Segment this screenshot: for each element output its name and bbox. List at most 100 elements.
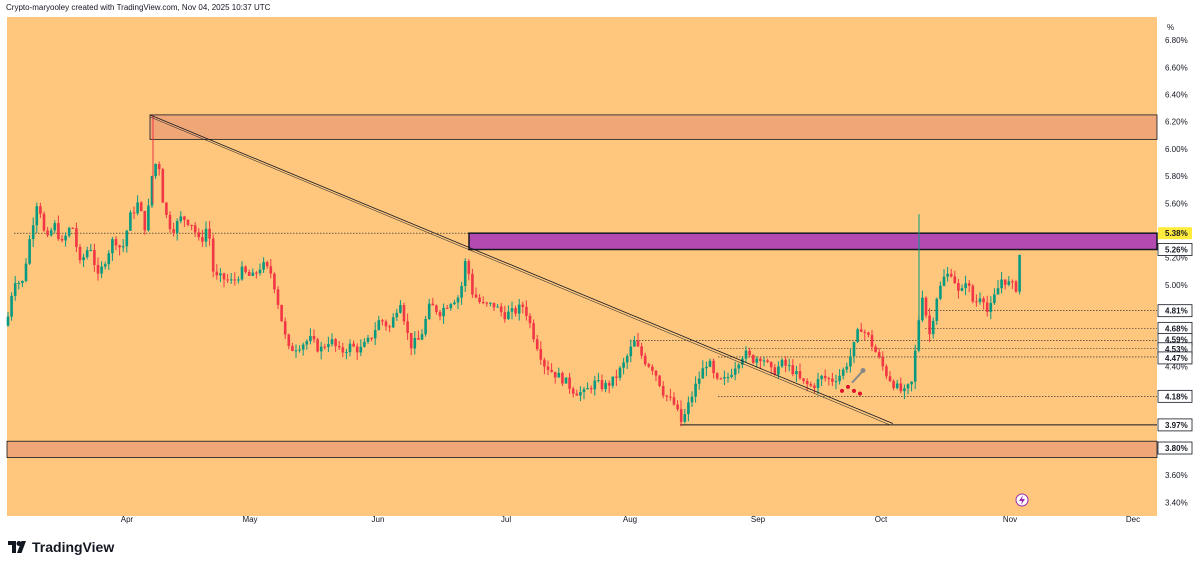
candle-body bbox=[319, 346, 323, 352]
candle bbox=[964, 275, 967, 296]
candle bbox=[255, 271, 258, 279]
candle bbox=[719, 377, 723, 380]
candle-body bbox=[467, 261, 471, 274]
candle bbox=[341, 342, 345, 358]
candle bbox=[42, 211, 46, 232]
candle-body bbox=[903, 388, 906, 392]
candle bbox=[831, 372, 834, 387]
support-zone bbox=[6, 440, 1158, 458]
candle-body bbox=[154, 163, 157, 177]
candle bbox=[89, 243, 93, 252]
candle bbox=[777, 361, 780, 379]
candle-body bbox=[625, 356, 629, 363]
candle bbox=[654, 369, 658, 382]
candle bbox=[226, 274, 229, 284]
candle-body bbox=[939, 285, 942, 299]
candle-body bbox=[474, 294, 478, 298]
candle bbox=[733, 361, 737, 381]
candle bbox=[334, 338, 337, 352]
candle bbox=[445, 304, 449, 309]
candle-body bbox=[967, 283, 971, 286]
candle-body bbox=[881, 356, 885, 367]
candle bbox=[244, 265, 247, 274]
candle bbox=[885, 364, 888, 380]
candle bbox=[640, 342, 643, 359]
candle-body bbox=[301, 344, 305, 350]
candle-body bbox=[96, 264, 100, 274]
candle bbox=[384, 319, 388, 331]
candle-body bbox=[539, 349, 543, 360]
candle bbox=[766, 358, 769, 364]
time-axis-background[interactable] bbox=[7, 516, 1200, 530]
candle-body bbox=[777, 366, 780, 375]
candle bbox=[49, 227, 53, 237]
candle-body bbox=[813, 385, 816, 388]
candle-body bbox=[337, 346, 341, 348]
candle-body bbox=[701, 368, 705, 379]
tradingview-logo[interactable]: TradingView bbox=[8, 539, 114, 555]
candle-body bbox=[237, 279, 240, 281]
candle bbox=[150, 175, 154, 208]
candle-body bbox=[78, 246, 82, 261]
candle bbox=[114, 236, 118, 251]
price-label: 4.47% bbox=[1157, 351, 1193, 365]
candle bbox=[1014, 279, 1018, 293]
candle bbox=[669, 388, 672, 401]
candle-body bbox=[183, 216, 186, 220]
candle-body bbox=[629, 346, 633, 357]
candle bbox=[118, 244, 121, 256]
candle-body bbox=[208, 228, 211, 239]
candle-body bbox=[492, 302, 496, 308]
candle bbox=[6, 312, 10, 327]
candle bbox=[337, 341, 341, 351]
candle bbox=[712, 358, 715, 379]
candle-body bbox=[647, 364, 651, 367]
candle bbox=[730, 368, 733, 379]
candle-body bbox=[730, 374, 733, 378]
candle-body bbox=[312, 335, 316, 340]
candle-body bbox=[427, 303, 431, 319]
candle bbox=[820, 374, 823, 387]
candle-body bbox=[773, 367, 777, 375]
y-tick-label: 6.20% bbox=[1165, 118, 1188, 127]
price-axis-background[interactable] bbox=[1157, 17, 1200, 516]
candle bbox=[309, 328, 312, 345]
candle bbox=[521, 301, 525, 314]
time-axis: Apr May Jun Jul Aug Sep Oct Nov Dec bbox=[121, 515, 1140, 524]
candle bbox=[219, 268, 222, 283]
candle bbox=[647, 362, 651, 368]
candle-body bbox=[460, 285, 463, 298]
candle bbox=[985, 295, 989, 317]
candle-body bbox=[622, 362, 625, 368]
price-label: 4.68% bbox=[1157, 321, 1193, 335]
candle-body bbox=[643, 355, 647, 365]
candle bbox=[179, 211, 183, 224]
candle-body bbox=[906, 384, 910, 389]
candle bbox=[294, 344, 298, 358]
candle-body bbox=[168, 215, 172, 230]
annotation-layer bbox=[840, 368, 1029, 507]
candle bbox=[283, 317, 287, 340]
candle-body bbox=[334, 339, 337, 347]
candle-body bbox=[1011, 281, 1014, 283]
candle-body bbox=[67, 227, 71, 236]
candle-body bbox=[795, 371, 798, 375]
candle-body bbox=[852, 341, 856, 357]
plot-background[interactable] bbox=[7, 17, 1157, 516]
candle bbox=[301, 342, 305, 356]
candle-body bbox=[661, 385, 665, 396]
candle-body bbox=[996, 288, 1000, 295]
candle bbox=[967, 280, 971, 293]
price-label: 5.38% bbox=[1158, 227, 1192, 240]
candle bbox=[507, 305, 510, 320]
candle-body bbox=[769, 361, 773, 368]
candle bbox=[903, 384, 906, 400]
candle-body bbox=[417, 338, 420, 340]
candle-body bbox=[294, 350, 298, 352]
price-label-box bbox=[1157, 441, 1193, 455]
candle-body bbox=[309, 335, 312, 342]
candle bbox=[78, 244, 82, 264]
candle bbox=[607, 380, 611, 394]
candle-body bbox=[935, 298, 939, 321]
